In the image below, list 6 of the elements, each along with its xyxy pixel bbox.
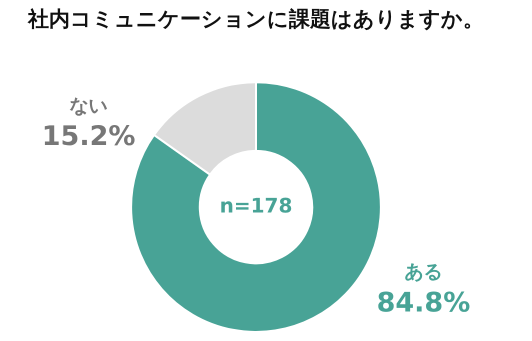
data-label: 84.8% xyxy=(376,287,470,318)
chart-title: 社内コミュニケーションに課題はありますか。 xyxy=(27,7,484,32)
slice-label: ある xyxy=(404,261,442,284)
text: n=178 xyxy=(220,193,292,218)
data-label: 15.2% xyxy=(42,120,136,152)
slice-label: ない xyxy=(70,94,108,117)
